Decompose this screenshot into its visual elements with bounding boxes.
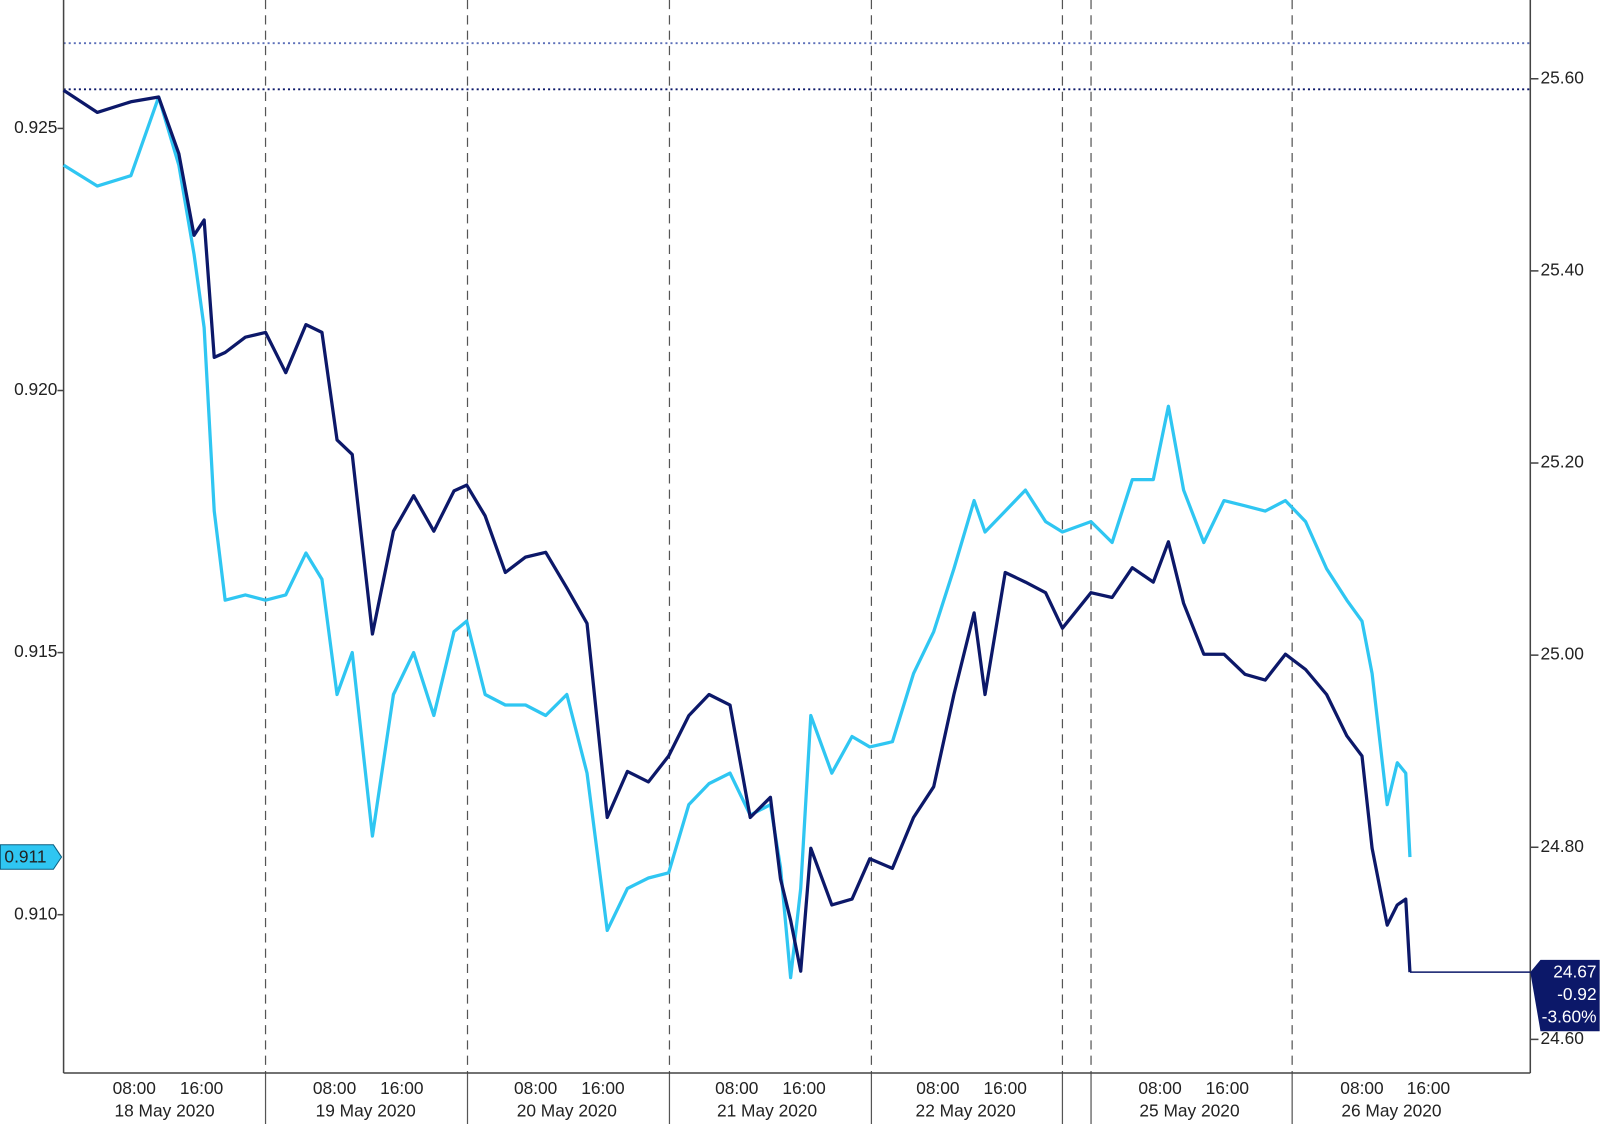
y-tick-label: 0.910 <box>14 903 57 923</box>
right-value-label: -3.60% <box>1542 1007 1597 1027</box>
day-label: 18 May 2020 <box>114 1100 214 1120</box>
day-label: 22 May 2020 <box>916 1100 1016 1120</box>
right-value-box <box>1530 959 1600 1032</box>
x-tick-label: 16:00 <box>1407 1078 1450 1098</box>
y2-tick-label: 25.20 <box>1540 452 1583 472</box>
x-tick-label: 08:00 <box>916 1078 959 1098</box>
x-tick-label: 08:00 <box>715 1078 758 1098</box>
x-tick-label: 16:00 <box>782 1078 825 1098</box>
y2-tick-label: 25.40 <box>1540 259 1583 279</box>
right-value-label: -0.92 <box>1557 984 1597 1004</box>
y-tick-label: 0.925 <box>14 117 57 137</box>
y-tick-label: 0.915 <box>14 641 57 661</box>
x-tick-label: 16:00 <box>380 1078 423 1098</box>
y2-tick-label: 25.00 <box>1540 644 1583 664</box>
x-tick-label: 16:00 <box>180 1078 223 1098</box>
y-tick-label: 0.920 <box>14 379 57 399</box>
right-value-label: 24.67 <box>1553 962 1596 982</box>
x-tick-label: 08:00 <box>1138 1078 1181 1098</box>
x-tick-label: 08:00 <box>1340 1078 1383 1098</box>
day-label: 26 May 2020 <box>1341 1100 1441 1120</box>
day-label: 20 May 2020 <box>517 1100 617 1120</box>
left-value-box <box>0 844 63 870</box>
x-tick-label: 08:00 <box>113 1078 156 1098</box>
y2-tick-label: 25.60 <box>1540 67 1583 87</box>
day-label: 25 May 2020 <box>1139 1100 1239 1120</box>
y2-tick-label: 24.60 <box>1540 1028 1583 1048</box>
day-label: 19 May 2020 <box>316 1100 416 1120</box>
x-tick-label: 08:00 <box>313 1078 356 1098</box>
left-value-label: 0.911 <box>4 847 46 867</box>
series-line <box>62 88 1412 973</box>
x-tick-label: 16:00 <box>984 1078 1027 1098</box>
x-tick-label: 08:00 <box>514 1078 557 1098</box>
day-label: 21 May 2020 <box>717 1100 817 1120</box>
y2-tick-label: 24.80 <box>1540 836 1583 856</box>
x-tick-label: 16:00 <box>1206 1078 1249 1098</box>
x-tick-label: 16:00 <box>581 1078 624 1098</box>
